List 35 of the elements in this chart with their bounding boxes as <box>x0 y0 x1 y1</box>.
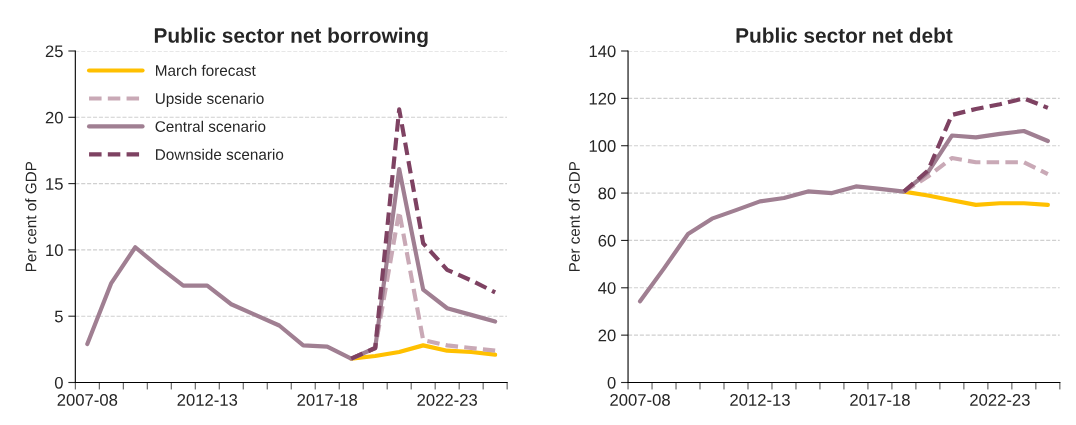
legend-label: Upside scenario <box>155 92 264 107</box>
legend-label: Downside scenario <box>156 148 284 160</box>
line-series <box>637 128 1050 304</box>
line-series <box>349 107 498 361</box>
chart-title: Public sector net borrowing <box>154 27 428 48</box>
y-tick-label: 40 <box>598 282 616 294</box>
x-tick-label: 2017-18 <box>850 394 910 406</box>
x-tick-label: 2022-23 <box>417 394 478 406</box>
y-axis-title: Per cent of GDP <box>25 161 37 272</box>
y-tick-label: 20 <box>45 111 63 124</box>
y-tick-label: 120 <box>589 92 616 105</box>
y-tick-label: 0 <box>54 376 63 389</box>
y-tick-label: 15 <box>46 178 63 190</box>
x-tick-label: 2012-13 <box>177 394 238 406</box>
y-tick-label: 80 <box>598 187 616 200</box>
legend-label: March forecast <box>156 64 256 76</box>
x-tick-label: 2007-08 <box>610 394 670 406</box>
x-tick-label: 2007-08 <box>57 394 118 406</box>
chart-title: Public sector net debt <box>736 27 953 43</box>
x-tick-label: 2017-18 <box>297 394 358 406</box>
y-axis-title: Per cent of GDP <box>568 161 580 272</box>
y-tick-label: 20 <box>598 329 616 342</box>
legend-label: Central scenario <box>155 120 266 132</box>
y-tick-label: 5 <box>54 310 63 323</box>
line-series <box>349 343 498 361</box>
y-tick-label: 10 <box>46 244 63 257</box>
y-tick-label: 0 <box>607 376 616 389</box>
y-tick-label: 140 <box>589 45 616 58</box>
y-tick-label: 60 <box>598 234 616 247</box>
x-tick-label: 2012-13 <box>730 394 790 406</box>
line-series <box>85 166 498 361</box>
x-tick-label: 2022-23 <box>970 394 1030 406</box>
y-tick-label: 25 <box>45 45 63 58</box>
line-series <box>901 96 1050 194</box>
y-tick-label: 100 <box>589 140 616 152</box>
